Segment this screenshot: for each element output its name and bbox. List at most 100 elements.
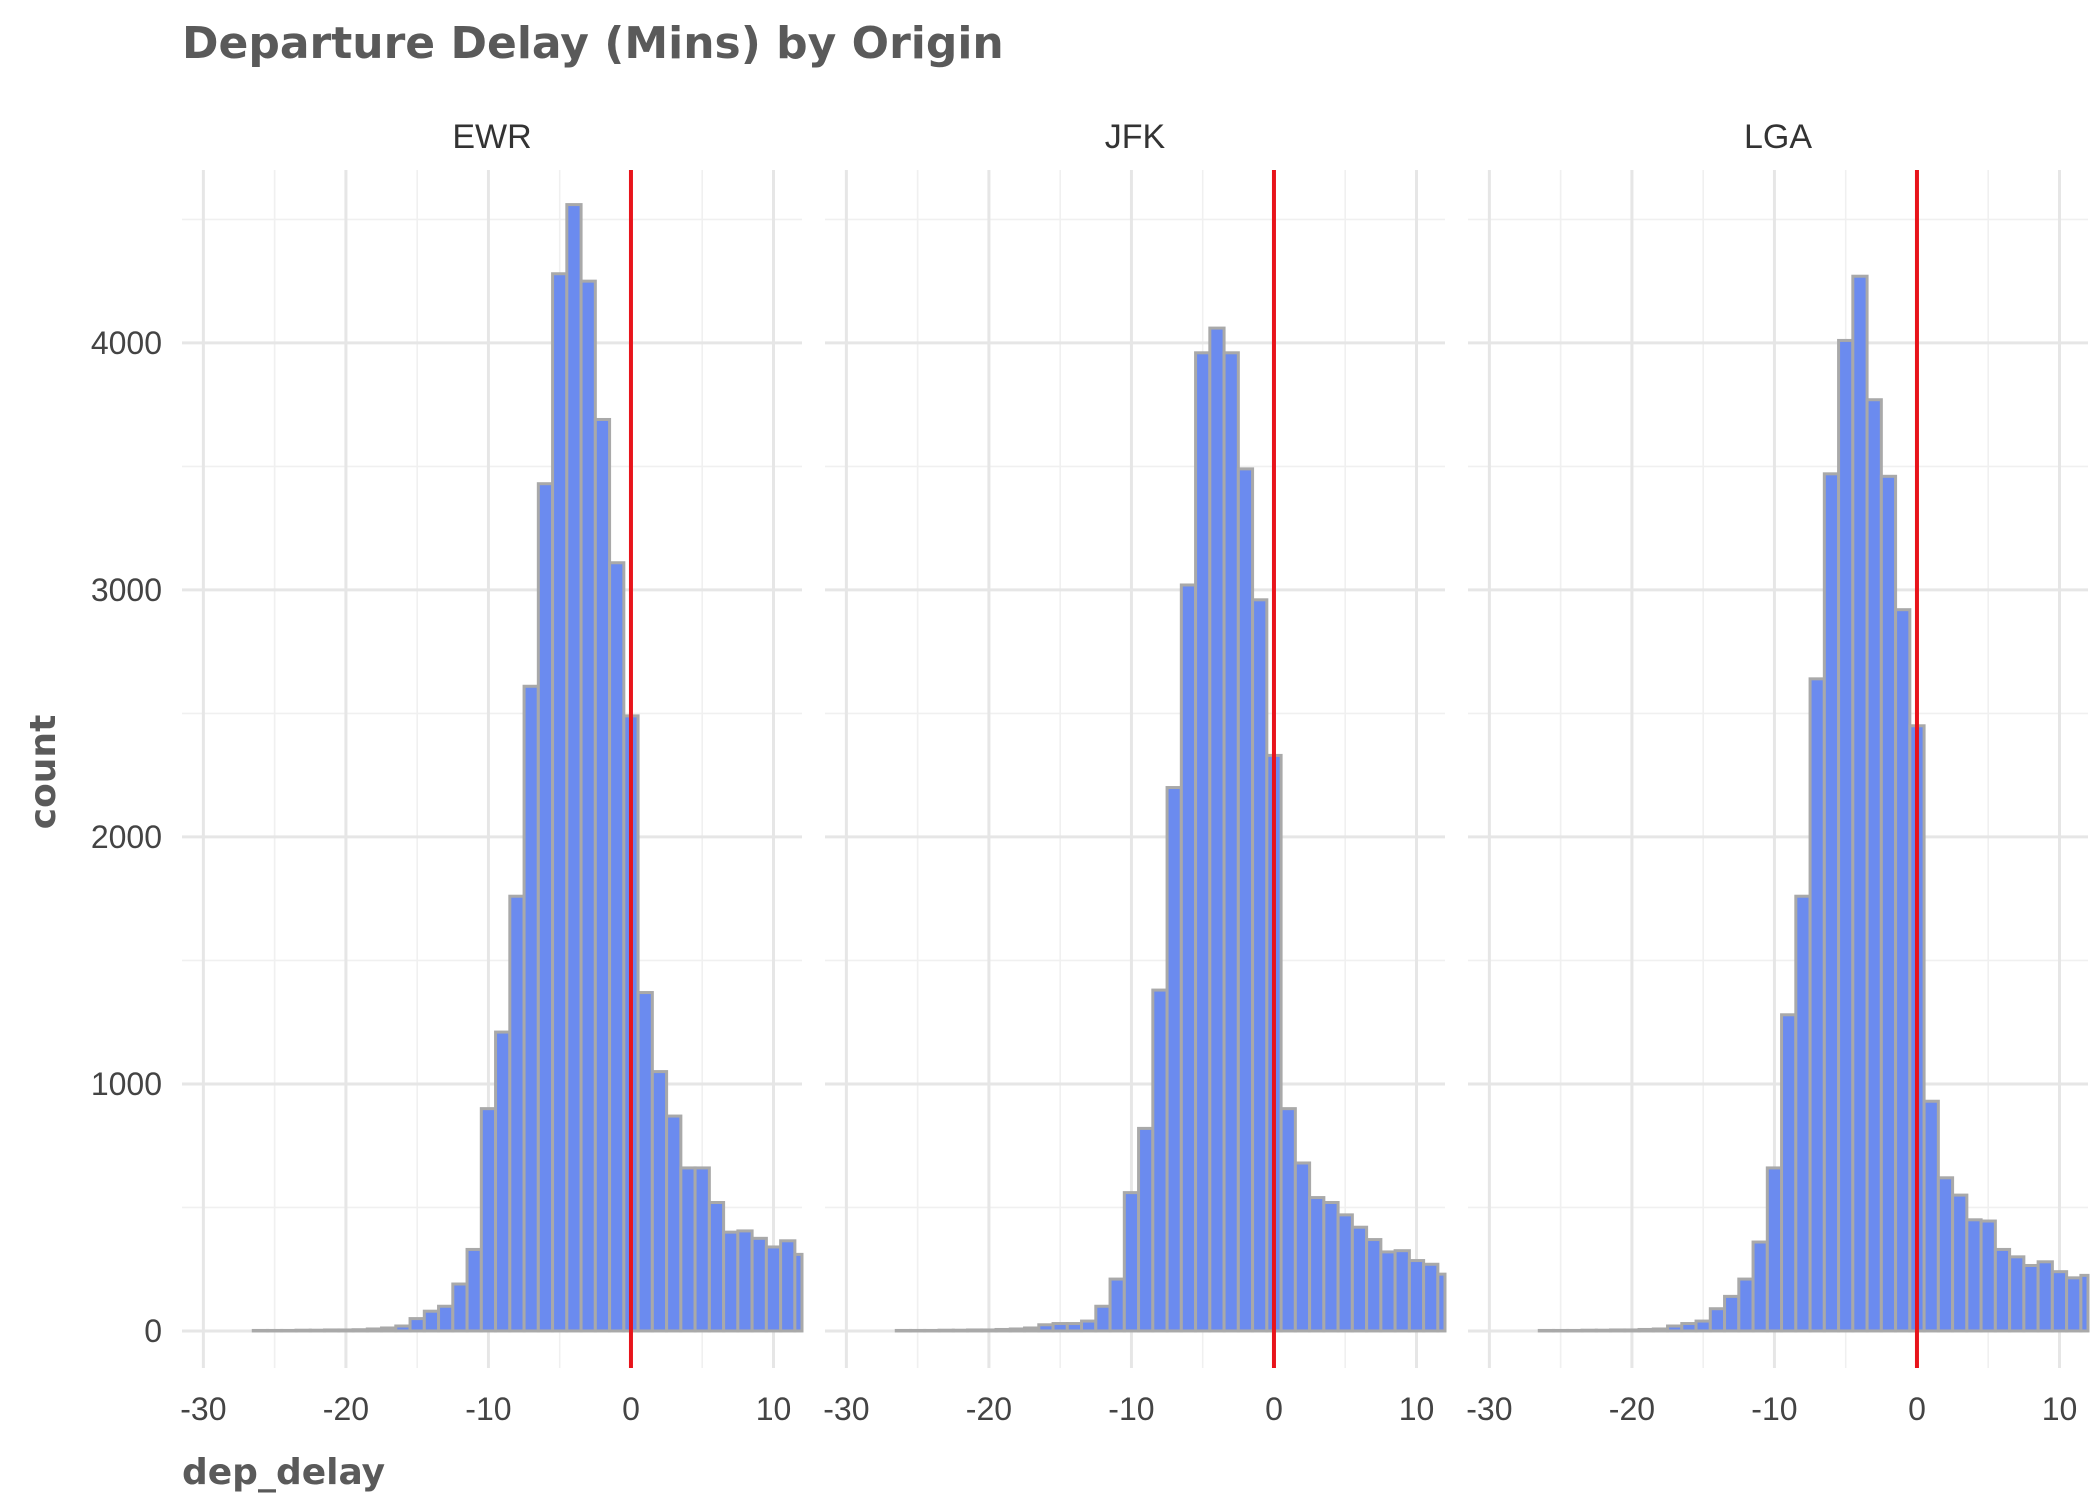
histogram-bar	[793, 1252, 804, 1333]
x-axis-label: dep_delay	[182, 1452, 385, 1493]
histogram-bar	[294, 1328, 312, 1333]
histogram-bar	[1894, 608, 1912, 1333]
histogram-bar	[551, 272, 569, 1333]
histogram-bar	[1179, 583, 1198, 1333]
y-axis-label: count	[23, 715, 64, 830]
histogram-bar	[994, 1327, 1012, 1333]
x-tick-label: -30	[180, 1391, 226, 1427]
histogram-bar	[750, 1236, 768, 1333]
histogram-bar	[980, 1328, 998, 1333]
histogram-bar	[1751, 1240, 1769, 1333]
histogram-bar	[1737, 1277, 1755, 1333]
histogram-bar	[251, 1328, 270, 1333]
histogram-bar	[679, 1166, 697, 1333]
x-tick-label: 10	[1399, 1391, 1435, 1427]
histogram-bar	[1666, 1324, 1684, 1333]
facet-strip-label: EWR	[452, 118, 531, 156]
y-tick-label: 4000	[91, 325, 162, 361]
x-tick-label: -10	[1751, 1391, 1797, 1427]
facet-ewr: EWR -30 -20 -10 0 10	[180, 118, 804, 1427]
histogram-bar	[1165, 786, 1183, 1333]
histogram-bar	[1780, 1013, 1798, 1333]
histogram-bar	[1965, 1218, 1983, 1333]
histogram-bar	[1350, 1225, 1369, 1333]
histogram-bar	[1680, 1322, 1698, 1333]
histogram-bar	[894, 1328, 913, 1333]
histogram-bar	[2065, 1276, 2083, 1333]
histogram-bar	[451, 1282, 469, 1333]
x-tick-label: -10	[465, 1391, 511, 1427]
histogram-bar	[1979, 1219, 1997, 1333]
histogram-bar	[394, 1324, 412, 1333]
histogram-bar	[1336, 1213, 1354, 1333]
histogram-bar	[1822, 472, 1841, 1333]
histogram-bar	[1637, 1327, 1655, 1333]
facet-strip-label: JFK	[1105, 118, 1166, 156]
histogram-bar	[1108, 1277, 1126, 1333]
histogram-bar	[593, 417, 612, 1333]
histogram-bar	[365, 1327, 384, 1333]
histogram-bar	[1694, 1319, 1712, 1333]
histogram-bar	[1322, 1201, 1340, 1333]
histogram-bar	[1837, 338, 1855, 1333]
histogram-bar	[508, 894, 526, 1333]
histogram-bar	[266, 1328, 284, 1333]
histogram-bar	[479, 1107, 498, 1333]
histogram-bar	[1037, 1323, 1055, 1333]
histogram-bar	[1708, 1307, 1727, 1333]
histogram-bar	[1794, 894, 1812, 1333]
histogram-bar	[494, 1030, 512, 1333]
histogram-bar	[1080, 1319, 1098, 1333]
histogram-bar	[1623, 1328, 1641, 1333]
histogram-bar	[2036, 1260, 2054, 1333]
histogram-bar	[2022, 1263, 2040, 1333]
histogram-bar	[522, 684, 540, 1333]
histogram-bar	[437, 1304, 455, 1333]
histogram-bar	[337, 1328, 355, 1333]
histogram-bar	[1151, 988, 1169, 1333]
histogram-bar	[1279, 1107, 1297, 1333]
histogram-bar	[1993, 1247, 2012, 1333]
facet-strip-label: LGA	[1744, 118, 1812, 156]
histogram-bar	[465, 1247, 483, 1333]
histogram-bar	[2050, 1270, 2069, 1333]
histogram-bar	[1765, 1166, 1784, 1333]
y-tick-label: 2000	[91, 819, 162, 855]
histogram-bar	[1723, 1294, 1741, 1333]
histogram-bar	[1379, 1250, 1397, 1333]
histogram-bar	[308, 1328, 327, 1333]
histogram-bar	[1393, 1249, 1411, 1333]
histogram-bar	[1308, 1196, 1326, 1333]
x-tick-label: -20	[1609, 1391, 1655, 1427]
histogram-bar	[1208, 326, 1226, 1333]
histogram-bar	[966, 1328, 984, 1333]
x-tick-label: 0	[1265, 1391, 1283, 1427]
histogram-bar	[1094, 1304, 1112, 1333]
x-tick-label: -30	[1466, 1391, 1512, 1427]
x-tick-label: 10	[756, 1391, 792, 1427]
histogram-bar	[1594, 1328, 1613, 1333]
histogram-bar	[722, 1230, 740, 1333]
histogram-bar	[1865, 398, 1883, 1333]
histogram-bar	[536, 482, 555, 1333]
histogram-bar	[1808, 677, 1826, 1333]
x-tick-label: 0	[622, 1391, 640, 1427]
histogram-bar	[1609, 1328, 1627, 1333]
histogram-bar	[1879, 474, 1898, 1333]
histogram-bar	[1008, 1327, 1027, 1333]
histogram-bar	[1922, 1099, 1940, 1333]
histogram-bar	[280, 1328, 298, 1333]
histogram-bar	[665, 1114, 683, 1333]
histogram-bar	[1122, 1191, 1141, 1333]
histogram-bar	[608, 561, 626, 1333]
histogram-bar	[2008, 1255, 2026, 1333]
histogram-bar	[1407, 1259, 1426, 1333]
histogram-bar	[408, 1317, 426, 1333]
histogram-bar	[909, 1328, 927, 1333]
histogram-bar	[1365, 1238, 1383, 1333]
histogram-bar	[1065, 1322, 1084, 1333]
histogram-bar	[1422, 1262, 1440, 1333]
histogram-bar	[1951, 1193, 1969, 1333]
